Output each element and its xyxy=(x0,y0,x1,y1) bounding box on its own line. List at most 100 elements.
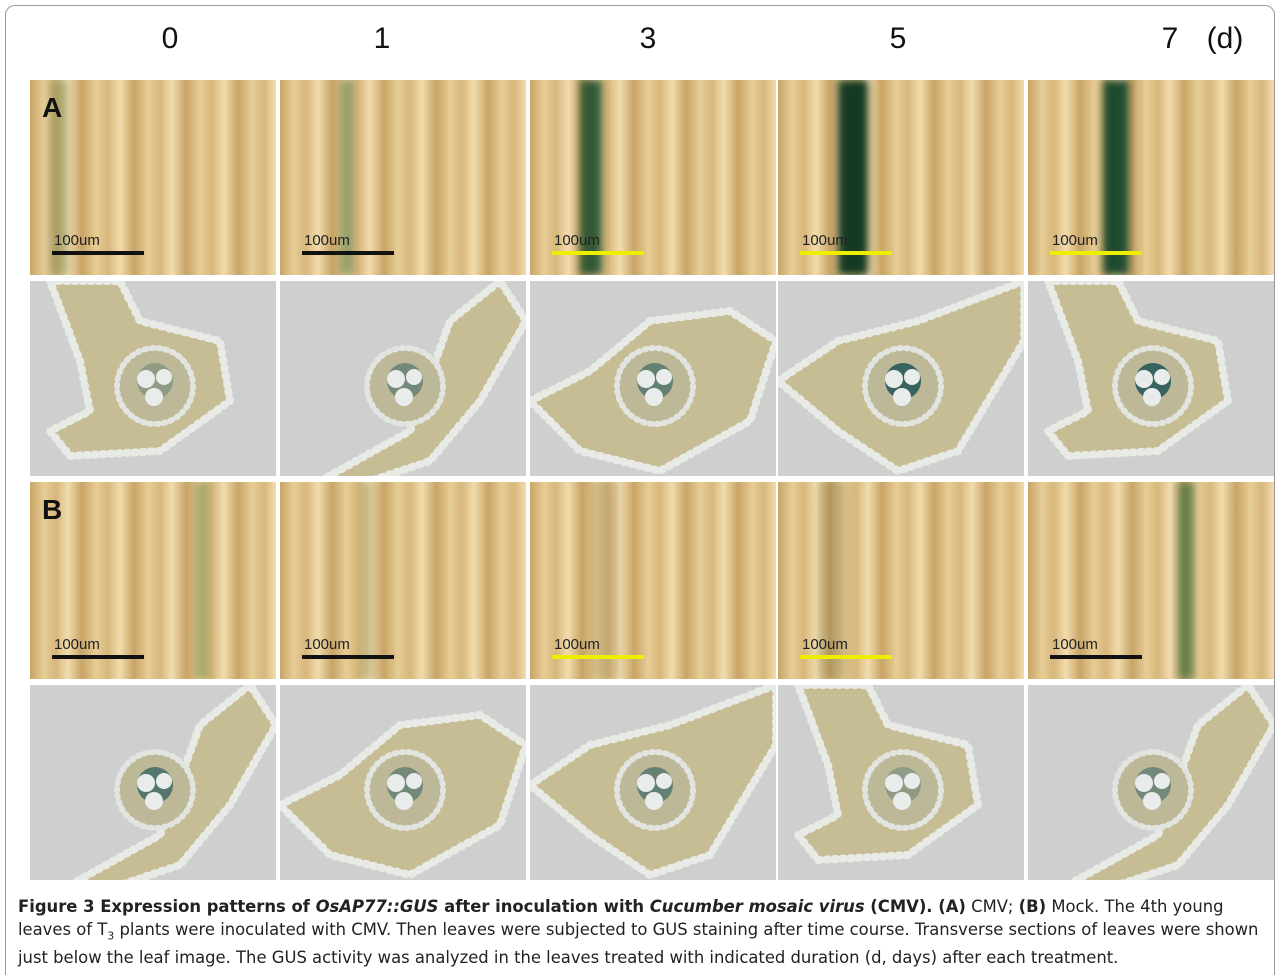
section-image xyxy=(778,685,1024,880)
caption-text: Cucumber mosaic virus xyxy=(650,897,865,916)
leaf-image: 100um xyxy=(280,80,526,275)
stain-stripe xyxy=(195,482,209,679)
leaf-image: 100um xyxy=(1028,482,1274,679)
section-shape xyxy=(137,370,155,388)
section-shape xyxy=(885,774,903,792)
section-panel xyxy=(30,281,276,476)
section-shape xyxy=(406,369,422,385)
section-image xyxy=(1028,685,1274,880)
stain-stripe xyxy=(1103,80,1129,275)
leaf-image: 100um xyxy=(778,482,1024,679)
caption-text: (B) xyxy=(1019,897,1046,916)
section-panel xyxy=(280,685,526,880)
section-image xyxy=(530,281,776,476)
section-shape xyxy=(893,388,911,406)
scale-bar xyxy=(52,655,144,659)
section-panel xyxy=(280,281,526,476)
section-shape xyxy=(904,369,920,385)
scale-bar-label: 100um xyxy=(304,636,350,653)
section-shape xyxy=(156,773,172,789)
section-shape xyxy=(1154,773,1170,789)
section-image xyxy=(1028,281,1274,476)
caption-text: (CMV). (A) xyxy=(865,897,966,916)
panel-label: B xyxy=(42,494,62,526)
caption: Figure 3 Expression patterns of OsAP77::… xyxy=(18,896,1268,970)
caption-text: OsAP77::GUS xyxy=(316,897,439,916)
section-shape xyxy=(893,792,911,810)
section-shape xyxy=(1154,369,1170,385)
caption-text: after inoculation with xyxy=(438,897,649,916)
section-shape xyxy=(645,792,663,810)
section-image xyxy=(778,281,1024,476)
scale-bar xyxy=(552,251,644,255)
section-shape xyxy=(1135,774,1153,792)
caption-text: CMV; xyxy=(966,897,1019,916)
section-shape xyxy=(656,773,672,789)
section-shape xyxy=(637,774,655,792)
leaf-image: B 100um xyxy=(30,482,276,679)
leaf-image: 100um xyxy=(530,482,776,679)
column-header: 0 xyxy=(162,22,179,56)
section-image xyxy=(530,685,776,880)
scale-bar-label: 100um xyxy=(554,232,600,249)
section-panel xyxy=(1028,281,1274,476)
section-shape xyxy=(387,774,405,792)
scale-bar xyxy=(800,655,892,659)
scale-bar-label: 100um xyxy=(554,636,600,653)
section-shape xyxy=(156,369,172,385)
section-panel xyxy=(530,281,776,476)
section-shape xyxy=(1135,370,1153,388)
caption-text: Figure 3 Expression patterns of xyxy=(18,897,316,916)
section-panel xyxy=(530,685,776,880)
section-shape xyxy=(904,773,920,789)
section-shape xyxy=(656,369,672,385)
section-panel xyxy=(778,685,1024,880)
section-shape xyxy=(885,370,903,388)
section-shape xyxy=(1143,792,1161,810)
scale-bar xyxy=(302,655,394,659)
leaf-image: 100um xyxy=(778,80,1024,275)
scale-bar xyxy=(800,251,892,255)
scale-bar-label: 100um xyxy=(1052,636,1098,653)
scale-bar-label: 100um xyxy=(802,232,848,249)
column-header: 3 xyxy=(640,22,657,56)
page: 01357(d)A100um100um100um100um100umB100um… xyxy=(0,0,1282,977)
leaf-image: 100um xyxy=(280,482,526,679)
scale-bar-label: 100um xyxy=(54,232,100,249)
stain-stripe xyxy=(360,482,374,679)
caption-text: plants were inoculated with CMV. Then le… xyxy=(18,920,1258,968)
section-image xyxy=(30,281,276,476)
section-shape xyxy=(406,773,422,789)
section-shape xyxy=(1143,388,1161,406)
section-shape xyxy=(395,792,413,810)
section-shape xyxy=(645,388,663,406)
scale-bar xyxy=(552,655,644,659)
column-header: 1 xyxy=(374,22,391,56)
leaf-image: 100um xyxy=(1028,80,1274,275)
scale-bar xyxy=(52,251,144,255)
leaf-image: 100um xyxy=(530,80,776,275)
section-image xyxy=(280,281,526,476)
scale-bar-label: 100um xyxy=(802,636,848,653)
scale-bar xyxy=(1050,655,1142,659)
section-shape xyxy=(395,388,413,406)
leaf-image: A 100um xyxy=(30,80,276,275)
section-panel xyxy=(30,685,276,880)
section-shape xyxy=(387,370,405,388)
scale-bar-label: 100um xyxy=(304,232,350,249)
unit-label: (d) xyxy=(1207,22,1244,56)
column-header: 7 xyxy=(1162,22,1179,56)
section-shape xyxy=(145,388,163,406)
section-panel xyxy=(778,281,1024,476)
section-panel xyxy=(1028,685,1274,880)
scale-bar-label: 100um xyxy=(54,636,100,653)
stain-stripe xyxy=(1178,482,1194,679)
section-shape xyxy=(145,792,163,810)
panel-label: A xyxy=(42,92,62,124)
section-shape xyxy=(137,774,155,792)
scale-bar xyxy=(1050,251,1142,255)
scale-bar-label: 100um xyxy=(1052,232,1098,249)
section-image xyxy=(280,685,526,880)
section-image xyxy=(30,685,276,880)
scale-bar xyxy=(302,251,394,255)
